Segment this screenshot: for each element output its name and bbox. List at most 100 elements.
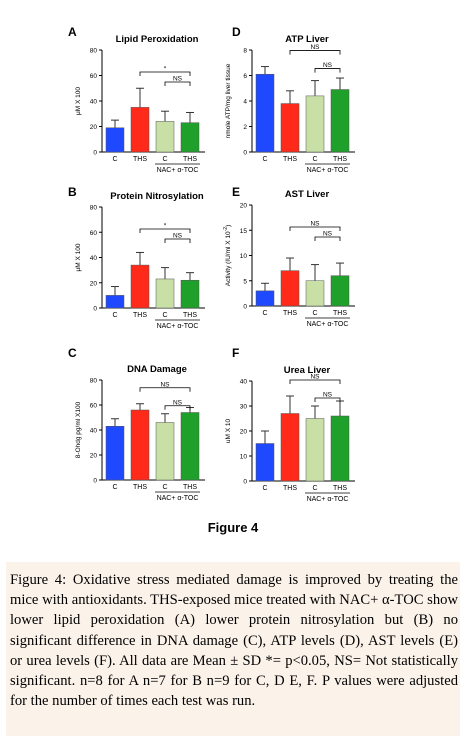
panel-d-y-tick-label: 2 bbox=[243, 124, 247, 131]
panel-f-sig-label: NS bbox=[310, 374, 320, 381]
panel-c-bar-3 bbox=[155, 422, 175, 481]
panel-f-y-tick-label: 0 bbox=[243, 479, 247, 486]
panel-c-category-label: THS bbox=[183, 484, 197, 491]
panel-c-title: DNA Damage bbox=[127, 364, 187, 375]
panel-f-y-tick-label: 10 bbox=[240, 454, 248, 461]
panel-d-bar-4 bbox=[330, 89, 350, 153]
panel-d-sig-bracket bbox=[314, 68, 341, 73]
panel-a-bar-3 bbox=[155, 121, 175, 153]
panel-b-bar-4 bbox=[180, 279, 200, 309]
panel-b-sig-label: NS bbox=[173, 233, 183, 240]
panel-d-sig-label: NS bbox=[310, 44, 320, 51]
panel-a-group-label: NAC+ α-TOC bbox=[157, 167, 199, 174]
panel-a-category-label: THS bbox=[183, 156, 197, 163]
panel-b-category-label: THS bbox=[133, 312, 147, 319]
panel-d-y-tick-label: 4 bbox=[243, 99, 247, 106]
panel-a-bar-2 bbox=[130, 107, 150, 153]
panel-e-y-tick-label: 0 bbox=[243, 304, 247, 311]
panel-e-y-tick-label: 20 bbox=[240, 203, 248, 210]
panel-a-y-tick-label: 20 bbox=[90, 124, 98, 131]
panel-b-bar-1 bbox=[105, 295, 125, 309]
panel-d-bar-3 bbox=[305, 95, 325, 153]
panel-f-letter: F bbox=[232, 346, 239, 360]
panel-e-bar-3 bbox=[305, 280, 325, 307]
panel-e-sig-bracket bbox=[289, 226, 341, 231]
panel-a-y-tick-label: 40 bbox=[90, 99, 98, 106]
panel-b-bar-2 bbox=[130, 264, 150, 309]
panel-c-letter: C bbox=[68, 346, 77, 360]
panel-c-y-tick-label: 60 bbox=[90, 403, 98, 410]
panel-f-bar-3 bbox=[305, 418, 325, 482]
panel-e-bar-4 bbox=[330, 275, 350, 307]
panel-f-group-label: NAC+ α-TOC bbox=[307, 496, 349, 503]
panel-d-category-label: THS bbox=[283, 156, 297, 163]
panel-c-sig-bracket bbox=[139, 387, 191, 392]
panel-f-category-label: C bbox=[312, 485, 317, 492]
panel-c-y-tick-label: 0 bbox=[93, 478, 97, 485]
panel-b-bar-3 bbox=[155, 278, 175, 309]
panel-e-y-tick-label: 15 bbox=[240, 228, 248, 235]
panel-a-bar-4 bbox=[180, 122, 200, 153]
panel-e-y-tick-label: 5 bbox=[243, 278, 247, 285]
panel-c-bar-4 bbox=[180, 412, 200, 481]
panel-d-sig-label: NS bbox=[323, 62, 333, 69]
panel-d-category-label: THS bbox=[333, 156, 347, 163]
figure-caption: Figure 4: Oxidative stress mediated dama… bbox=[10, 570, 458, 711]
panel-f-category-label: THS bbox=[333, 485, 347, 492]
panel-a-bar-1 bbox=[105, 127, 125, 153]
panel-b-y-label: μM X 100 bbox=[75, 243, 82, 271]
panel-c-y-tick-label: 20 bbox=[90, 453, 98, 460]
panel-b-y-tick-label: 40 bbox=[90, 255, 98, 262]
panel-e-category-label: THS bbox=[333, 310, 347, 317]
panel-e-bar-2 bbox=[280, 270, 300, 307]
panel-f-category-label: THS bbox=[283, 485, 297, 492]
panel-f-sig-bracket bbox=[314, 397, 341, 402]
caption-label: Figure 4: bbox=[10, 572, 67, 588]
panel-f-category-label: C bbox=[262, 485, 267, 492]
panel-f-y-label: uM X 10 bbox=[225, 419, 232, 444]
panel-b-sig-bracket bbox=[139, 228, 191, 233]
panel-d-category-label: C bbox=[312, 156, 317, 163]
panel-b-category-label: C bbox=[162, 312, 167, 319]
panel-c-category-label: THS bbox=[133, 484, 147, 491]
panel-c-bar-1 bbox=[105, 426, 125, 481]
figure-title: Figure 4 bbox=[207, 520, 259, 535]
panel-d-y-label: nmole ATP/mg liver tissue bbox=[225, 63, 232, 138]
panel-c-y-tick-label: 80 bbox=[90, 378, 98, 385]
panel-f-bar-1 bbox=[255, 443, 275, 482]
panel-d-bar-1 bbox=[255, 73, 275, 153]
panel-a-y-tick-label: 0 bbox=[93, 150, 97, 157]
panel-b-group-label: NAC+ α-TOC bbox=[157, 323, 199, 330]
panel-b-category-label: C bbox=[112, 312, 117, 319]
panel-d-title: ATP Liver bbox=[285, 34, 329, 45]
panel-a-sig-label: NS bbox=[173, 76, 183, 83]
panel-b-y-tick-label: 80 bbox=[90, 205, 98, 212]
panel-f-bar-4 bbox=[330, 415, 350, 482]
panel-b-y-tick-label: 0 bbox=[93, 306, 97, 313]
panel-f-sig-bracket bbox=[289, 379, 341, 384]
panel-b-letter: B bbox=[68, 185, 77, 199]
panel-a-sig-bracket bbox=[139, 71, 191, 76]
caption-background bbox=[6, 562, 460, 736]
panel-a-title: Lipid Peroxidation bbox=[116, 34, 199, 45]
panel-a-sig-label: * bbox=[164, 66, 167, 73]
panel-a-category-label: C bbox=[112, 156, 117, 163]
panel-d-bar-2 bbox=[280, 103, 300, 153]
panel-e-y-tick-label: 10 bbox=[240, 253, 248, 260]
panel-b-sig-bracket bbox=[164, 238, 191, 243]
panel-c-group-label: NAC+ α-TOC bbox=[157, 495, 199, 502]
panel-c-bar-2 bbox=[130, 409, 150, 481]
panel-e-sig-label: NS bbox=[310, 221, 320, 228]
panel-e-title: AST Liver bbox=[285, 189, 330, 200]
panel-e-category-label: THS bbox=[283, 310, 297, 317]
panel-d-sig-bracket bbox=[289, 50, 341, 55]
panel-b-category-label: THS bbox=[183, 312, 197, 319]
panel-e-sig-bracket bbox=[314, 236, 341, 241]
panel-c-category-label: C bbox=[112, 484, 117, 491]
panel-f-y-tick-label: 20 bbox=[240, 429, 248, 436]
panel-e-category-label: C bbox=[262, 310, 267, 317]
panel-e-sig-label: NS bbox=[323, 231, 333, 238]
panel-f-y-tick-label: 30 bbox=[240, 404, 248, 411]
panel-e-letter: E bbox=[232, 185, 240, 199]
